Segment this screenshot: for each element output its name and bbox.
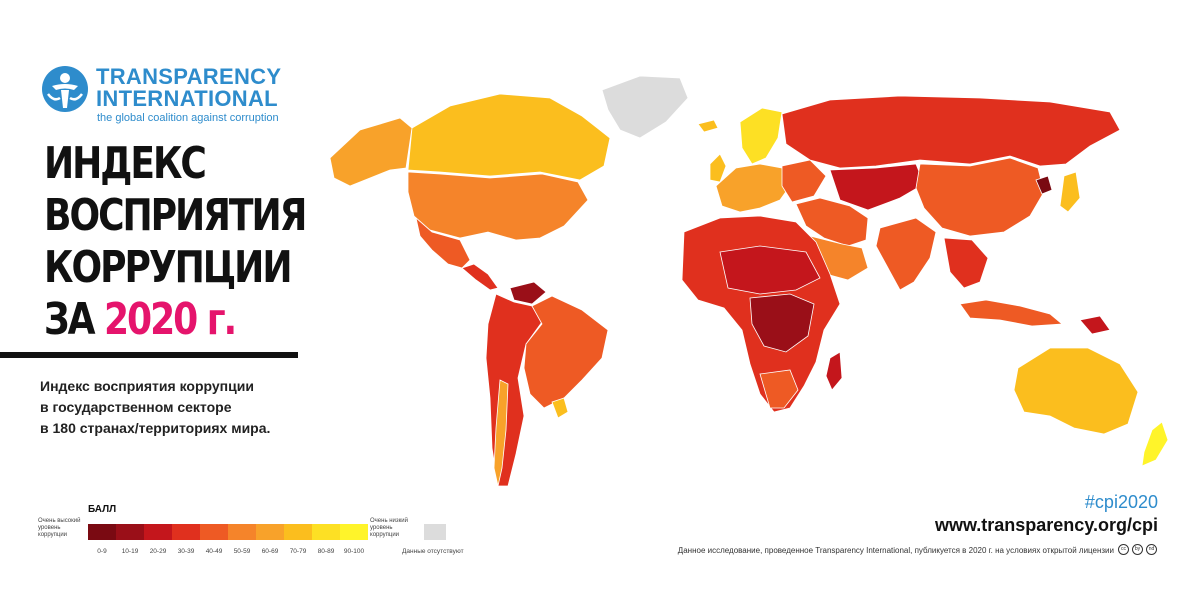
legend-tick-0: 0-9 <box>97 548 107 555</box>
legend-swatch-9 <box>340 524 368 540</box>
title-prefix: ЗА <box>44 294 104 345</box>
legend-swatch-8 <box>312 524 340 540</box>
region-venezuela <box>509 281 547 305</box>
region-russia <box>781 95 1121 169</box>
subtitle-line1: Индекс восприятия коррупции <box>40 378 254 394</box>
region-indonesia <box>959 299 1064 327</box>
map-legend: БАЛЛ Очень высокий уровень коррупции Оче… <box>36 504 486 564</box>
cc-by-icon: by <box>1132 544 1143 555</box>
organization-tagline: the global coalition against corruption <box>97 112 279 124</box>
legend-swatch-4 <box>200 524 228 540</box>
region-new-zealand <box>1141 421 1169 467</box>
creative-commons-icons: cc by nd <box>1118 544 1157 555</box>
world-map <box>329 75 1169 487</box>
region-madagascar <box>825 351 843 391</box>
title-divider <box>0 352 298 358</box>
region-central-asia <box>829 163 925 211</box>
legend-tick-labels: 0-9 10-19 20-29 30-39 40-49 50-59 60-69 70-79 80… <box>88 548 368 555</box>
legend-color-scale <box>88 524 368 540</box>
region-central-america <box>461 263 499 291</box>
website-url[interactable]: www.transparency.org/cpi <box>934 515 1158 535</box>
legend-no-data-swatch <box>424 524 446 540</box>
region-nordics <box>739 107 783 165</box>
region-usa <box>407 171 589 241</box>
legend-swatch-1 <box>116 524 144 540</box>
legend-low-label: Очень высокий уровень коррупции <box>38 518 81 538</box>
legend-tick-1: 10-19 <box>121 548 139 555</box>
legend-tick-8: 80-89 <box>317 548 335 555</box>
region-alaska <box>329 117 413 187</box>
org-name-line2: INTERNATIONAL <box>96 86 278 111</box>
region-china <box>915 157 1045 237</box>
title-line1: ИНДЕКС <box>44 138 207 189</box>
hashtag: #cpi2020 <box>1084 492 1158 512</box>
legend-tick-7: 70-79 <box>289 548 307 555</box>
region-japan <box>1059 171 1081 213</box>
legend-tick-3: 30-39 <box>177 548 195 555</box>
region-canada <box>407 93 611 181</box>
organization-name: TRANSPARENCY INTERNATIONAL <box>96 66 281 110</box>
title-year: 2020 г. <box>103 294 237 345</box>
subtitle-line3: в 180 странах/территориях мира. <box>40 420 271 436</box>
legend-swatch-2 <box>144 524 172 540</box>
subtitle-line2: в государственном секторе <box>40 399 232 415</box>
legend-no-data-label: Данные отсутствуют <box>402 548 464 555</box>
cc-nd-icon: nd <box>1146 544 1157 555</box>
region-sahel <box>719 245 821 295</box>
org-name-line1: TRANSPARENCY <box>96 64 282 89</box>
legend-swatch-6 <box>256 524 284 540</box>
legend-high-label: Очень низкий уровень коррупции <box>370 518 408 538</box>
subtitle: Индекс восприятия коррупции в государств… <box>40 376 310 439</box>
title-line4: ЗА 2020 г. <box>44 294 257 346</box>
region-middle-east <box>795 197 869 247</box>
region-chile <box>493 379 509 487</box>
title-line3: КОРРУПЦИИ <box>44 242 293 293</box>
legend-tick-4: 40-49 <box>205 548 223 555</box>
region-india <box>875 217 937 291</box>
region-north-korea <box>1035 175 1053 195</box>
ti-logo-icon <box>42 66 88 112</box>
legend-swatch-3 <box>172 524 200 540</box>
region-uruguay <box>551 397 569 419</box>
region-europe <box>715 163 791 213</box>
legend-swatch-7 <box>284 524 312 540</box>
cc-icon: cc <box>1118 544 1129 555</box>
legend-swatch-5 <box>228 524 256 540</box>
region-png <box>1079 315 1111 335</box>
legend-tick-6: 60-69 <box>261 548 279 555</box>
legend-tick-5: 50-59 <box>233 548 251 555</box>
legend-title: БАЛЛ <box>88 504 117 515</box>
legend-tick-2: 20-29 <box>149 548 167 555</box>
region-eastern-europe <box>781 159 827 203</box>
region-brazil <box>523 295 609 409</box>
region-south-africa <box>759 369 799 409</box>
license-disclaimer: Данное исследование, проведенное Transpa… <box>677 546 1114 555</box>
region-greenland <box>601 75 689 139</box>
page-title: ИНДЕКС ВОСПРИЯТИЯ КОРРУПЦИИ ЗА 2020 г. <box>44 138 307 346</box>
region-uk <box>709 153 727 183</box>
region-se-asia <box>943 237 989 289</box>
title-line2: ВОСПРИЯТИЯ <box>44 190 307 241</box>
region-australia <box>1013 347 1139 435</box>
transparency-international-logo: TRANSPARENCY INTERNATIONAL the global co… <box>40 64 310 128</box>
region-iceland <box>697 119 719 133</box>
region-central-africa <box>749 293 815 353</box>
legend-swatch-0 <box>88 524 116 540</box>
legend-tick-9: 90-100 <box>343 548 365 555</box>
